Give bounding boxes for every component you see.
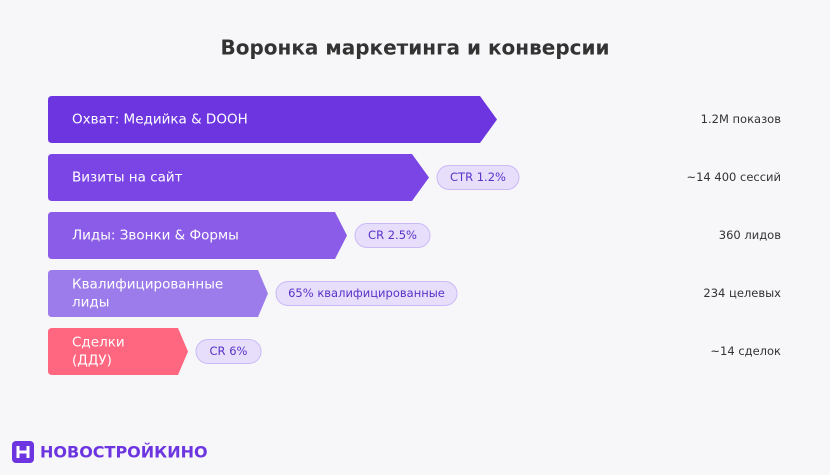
stage-label: лиды: [72, 295, 109, 311]
title: Воронка маркетинга и конверсии: [220, 36, 609, 60]
stage-label: Сделки: [72, 335, 125, 351]
stage-label: Квалифицированные: [72, 277, 223, 293]
funnel-stage: [48, 270, 268, 317]
stage-label: Визиты на сайт: [72, 170, 183, 186]
funnel-stage: [48, 328, 188, 375]
badge-text: 65% квалифицированные: [288, 286, 445, 300]
badge: [195, 339, 262, 364]
stage-label: (ДДУ): [72, 353, 112, 369]
stage-metric: ~14 сделок: [710, 344, 781, 358]
badge-text: CTR 1.2%: [450, 170, 506, 184]
logo-icon-glyph: [16, 446, 30, 458]
badge: [275, 281, 458, 306]
funnel-stage: [48, 96, 497, 143]
stage-metric: 234 целевых: [703, 286, 781, 300]
stage-metric: ~14 400 сессий: [686, 170, 781, 184]
stage-label: Лиды: Звонки & Формы: [72, 228, 239, 244]
badge-text: CR 2.5%: [368, 228, 417, 242]
badge: [354, 223, 431, 248]
stage-metric: 360 лидов: [719, 228, 781, 242]
stage-metric: 1.2M показов: [701, 112, 782, 126]
funnel-stage: [48, 212, 347, 259]
badge-text: CR 6%: [210, 344, 248, 358]
stage-label: Охват: Медийка & DOOH: [72, 112, 248, 128]
logo-text: НОВОСТРОЙКИНО: [40, 443, 208, 462]
funnel-stage: [48, 154, 429, 201]
badge: [436, 165, 520, 190]
